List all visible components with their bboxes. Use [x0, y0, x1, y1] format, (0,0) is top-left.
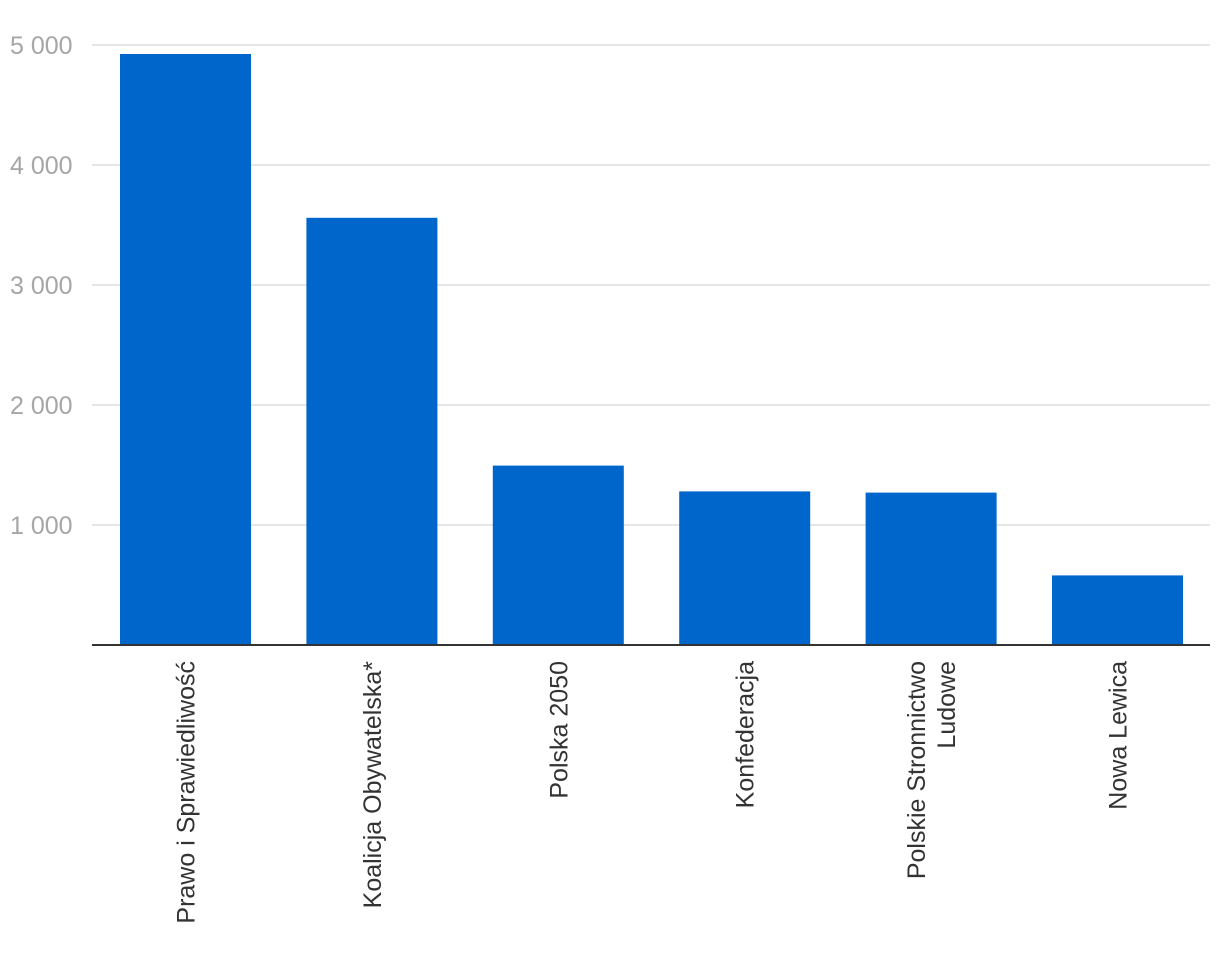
bar	[306, 217, 438, 646]
y-tick-label: 4 000	[10, 152, 73, 180]
bar	[865, 492, 997, 645]
y-axis-ticks: 1 000 2 000 3 000 4 000 5 000	[10, 32, 73, 540]
x-tick-label: Ludowe	[933, 661, 961, 749]
bar	[120, 54, 251, 645]
gridlines	[92, 44, 1210, 526]
x-tick-label: Konfederacja	[732, 661, 760, 808]
x-tick-label: Prawo i Sprawiedliwość	[173, 661, 201, 924]
x-tick-label: Polska 2050	[545, 661, 573, 799]
x-axis-ticks: Prawo i Sprawiedliwość Koalicja Obywatels…	[173, 661, 1133, 924]
bar	[492, 465, 624, 645]
bar	[1052, 575, 1183, 645]
x-tick-label: Polskie Stronnictwo	[903, 661, 931, 879]
bars	[120, 54, 1183, 646]
y-tick-label: 3 000	[10, 272, 73, 300]
x-tick-label: Koalicja Obywatelska*	[359, 661, 387, 909]
y-tick-label: 2 000	[10, 392, 73, 420]
bar	[679, 491, 811, 645]
y-tick-label: 1 000	[10, 512, 73, 540]
y-tick-label: 5 000	[10, 32, 73, 60]
x-tick-label: Nowa Lewica	[1105, 661, 1133, 810]
